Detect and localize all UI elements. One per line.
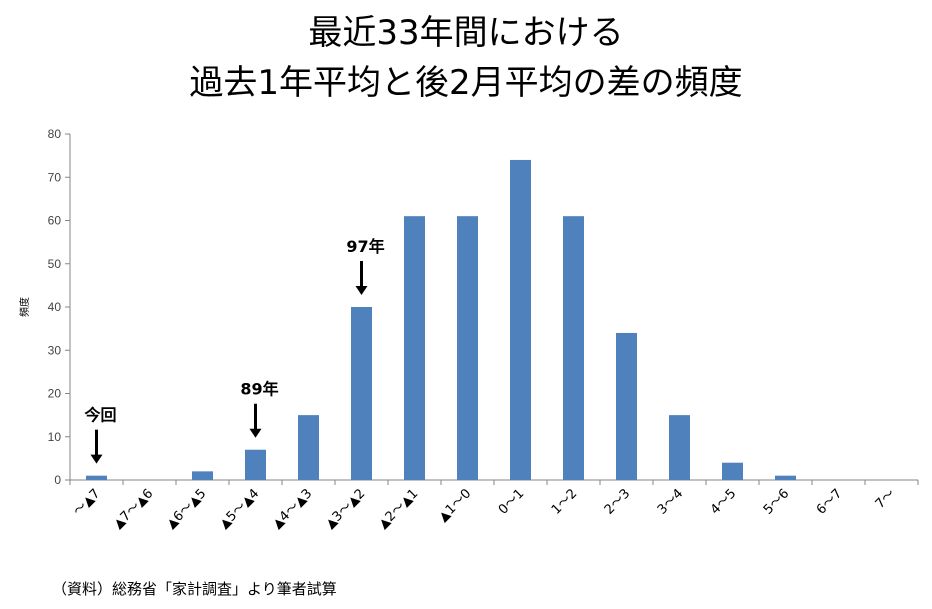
chart-title-line-1: 最近33年間における — [308, 13, 624, 53]
chart-title: 最近33年間における 過去1年平均と後2月平均の差の頻度 — [0, 8, 932, 108]
y-tick-label: 30 — [48, 343, 62, 357]
y-tick-label: 50 — [48, 257, 62, 271]
chart-title-line-2: 過去1年平均と後2月平均の差の頻度 — [189, 63, 743, 103]
x-tick-label: ▲6～▲5 — [164, 486, 210, 532]
bar — [192, 471, 213, 480]
annotation-arrow-head — [355, 286, 368, 295]
x-tick-label: ▲3～▲2 — [323, 486, 369, 532]
x-tick-label: ▲2～▲1 — [376, 486, 422, 532]
x-tick-label: 0～1 — [496, 486, 527, 517]
annotation-arrow-head — [90, 454, 103, 464]
x-tick-label: ～▲7 — [71, 486, 104, 519]
bar — [669, 415, 690, 480]
x-tick-label: 1～2 — [549, 486, 580, 517]
bar — [457, 216, 478, 481]
y-tick-label: 0 — [54, 473, 61, 487]
bar — [86, 475, 107, 480]
x-tick-label: 4～5 — [708, 486, 739, 517]
chart-bars — [86, 159, 796, 481]
bar — [245, 449, 266, 480]
x-tick-label: ▲4～▲3 — [270, 486, 316, 532]
y-axis-label: 頻度 — [18, 297, 31, 317]
bar — [722, 462, 743, 480]
x-tick-label: ▲5～▲4 — [217, 486, 263, 532]
x-tick-labels: ～▲7 ▲7～▲6 ▲6～▲5 ▲5～▲4 ▲4～▲3 ▲3～▲2 ▲2～▲1 ▲1～0 0～1… — [71, 486, 899, 532]
x-tick-label: 3～4 — [655, 486, 686, 517]
bar — [563, 216, 584, 481]
x-tick-label: ▲1～0 — [436, 486, 475, 525]
annotation-label: 97年 — [346, 237, 384, 256]
source-note: （資料）総務省「家計調査」より筆者試算 — [52, 580, 337, 598]
x-tick-label: 5～6 — [761, 486, 792, 517]
y-tick-label: 70 — [48, 170, 62, 184]
annotation-label: 89年 — [240, 380, 278, 399]
chart-axes — [65, 133, 919, 485]
annotation-label: 今回 — [83, 406, 116, 425]
x-tick-label: 2～3 — [602, 486, 633, 517]
x-tick-label: 6～7 — [814, 486, 845, 517]
annotation-arrow-head — [249, 428, 262, 438]
bar — [298, 415, 319, 480]
y-tick-label: 60 — [48, 214, 62, 228]
bar — [510, 159, 531, 480]
bar — [616, 332, 637, 480]
y-tick-label: 80 — [48, 127, 62, 141]
y-tick-label: 10 — [48, 430, 62, 444]
bar — [351, 307, 372, 480]
x-tick-label: 7～ — [873, 486, 899, 512]
bar — [775, 475, 796, 480]
chart-annotations: 今回 89年 97年 — [83, 237, 385, 464]
y-tick-label: 40 — [48, 300, 62, 314]
y-tick-labels: 0 10 20 30 40 50 60 70 80 — [48, 127, 62, 487]
y-tick-label: 20 — [48, 387, 62, 401]
x-tick-label: ▲7～▲6 — [111, 486, 157, 532]
bar — [404, 216, 425, 481]
